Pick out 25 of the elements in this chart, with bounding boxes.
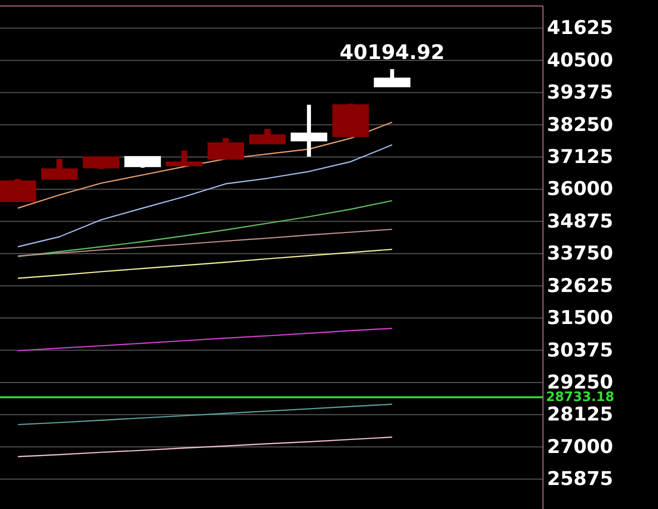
y-tick-label: 31500 (547, 307, 614, 330)
y-tick-label: 30375 (547, 339, 614, 362)
y-tick-label: 39375 (547, 82, 614, 104)
line-series (17, 248, 393, 279)
y-tick-label: 34875 (547, 210, 614, 232)
y-tick-label: 38250 (547, 114, 614, 136)
y-tick-label: 40500 (547, 49, 614, 72)
line-series (17, 144, 393, 248)
y-tick-label: 32625 (547, 274, 614, 297)
annotation: 40194.92 (340, 40, 445, 64)
y-tick-label: 25875 (547, 468, 614, 490)
y-tick-label: 27000 (547, 436, 614, 458)
y-tick-label: 33750 (547, 242, 614, 265)
candlestick (290, 104, 328, 157)
line-series (17, 328, 393, 352)
y-tick-label: 41625 (547, 17, 614, 40)
line-series (17, 404, 393, 426)
y-tick-label: 36000 (547, 178, 614, 200)
y-tick-label: 28125 (547, 404, 614, 426)
line-series (17, 200, 393, 258)
line-series (17, 228, 393, 257)
y-tick-label: 37125 (547, 146, 614, 168)
candlestick (166, 150, 202, 166)
ref-line-label: 28733.18 (546, 390, 614, 405)
line-series (17, 436, 393, 458)
